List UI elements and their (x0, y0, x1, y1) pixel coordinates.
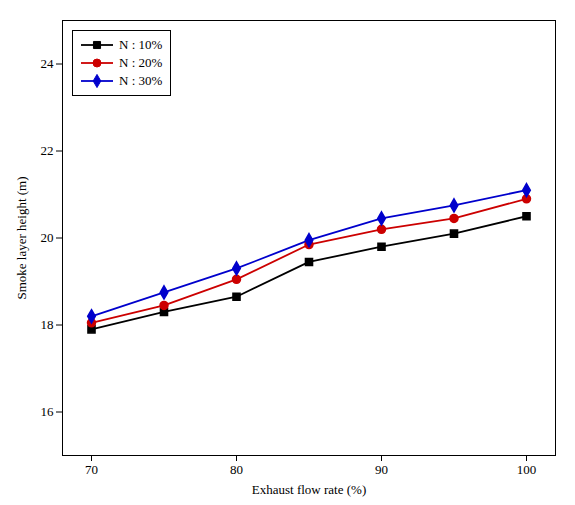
svg-text:100: 100 (517, 462, 537, 477)
html-text:N : 30%: N : 30% (119, 73, 163, 88)
svg-text:Smoke layer height (m): Smoke layer height (m) (14, 176, 29, 299)
html-text:N : 10%: N : 10% (119, 37, 163, 52)
svg-text:20: 20 (41, 230, 54, 245)
svg-text:80: 80 (230, 462, 243, 477)
svg-text:18: 18 (41, 317, 54, 332)
svg-text:22: 22 (41, 143, 54, 158)
svg-text:24: 24 (41, 56, 55, 71)
svg-text:16: 16 (41, 404, 55, 419)
svg-text:90: 90 (375, 462, 388, 477)
svg-text:Exhaust flow rate (%): Exhaust flow rate (%) (252, 482, 366, 497)
svg-text:70: 70 (85, 462, 98, 477)
html-text:N : 20%: N : 20% (119, 55, 163, 70)
